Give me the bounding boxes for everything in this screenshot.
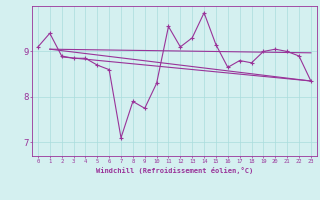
X-axis label: Windchill (Refroidissement éolien,°C): Windchill (Refroidissement éolien,°C) xyxy=(96,167,253,174)
